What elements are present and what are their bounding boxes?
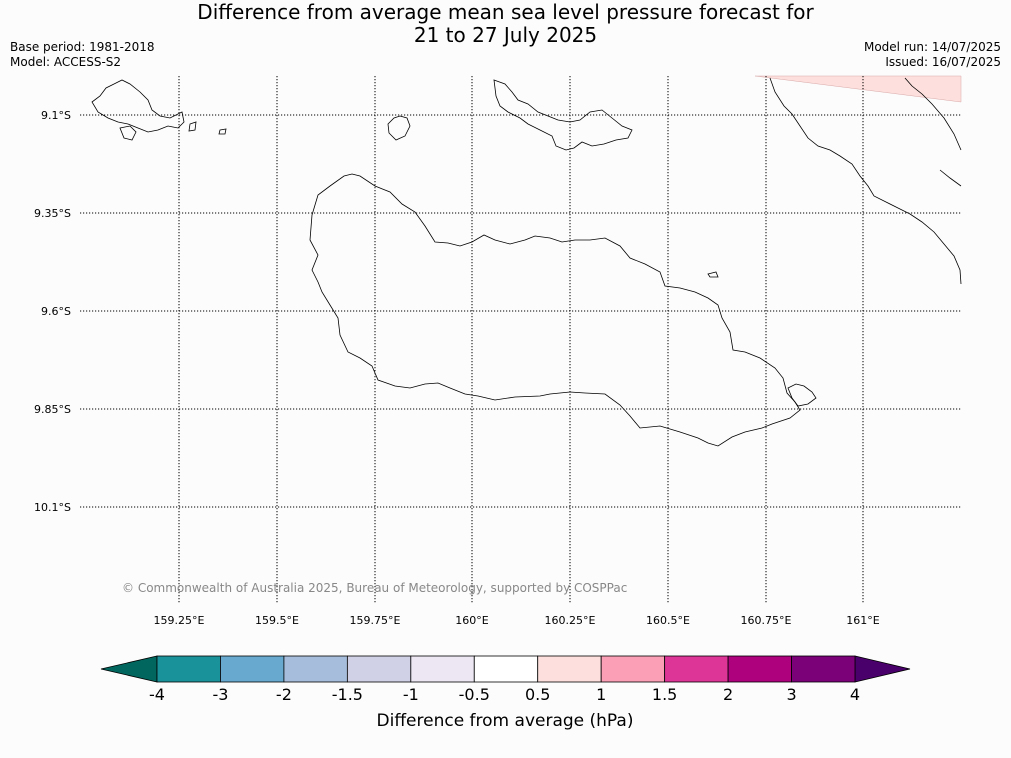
coastline-malaita-north: [904, 77, 962, 151]
lat-label: 9.35°S: [34, 207, 71, 220]
issued-date: Issued: 16/07/2025: [885, 55, 1001, 69]
lat-label: 10.1°S: [34, 501, 71, 514]
lon-label: 160°E: [455, 614, 488, 627]
graticule: [80, 76, 961, 604]
colorbar-label: Difference from average (hPa): [377, 711, 634, 731]
model-run: Model run: 14/07/2025: [863, 40, 1001, 54]
coastline-russell-islet: [119, 125, 137, 141]
lon-label: 159.25°E: [154, 614, 205, 627]
lon-label: 161°E: [846, 614, 879, 627]
colorbar-segment: [727, 655, 792, 683]
colorbar-tick: -0.5: [459, 685, 490, 704]
longitude-labels: 159.25°E 159.5°E 159.75°E 160°E 160.25°E…: [154, 614, 880, 627]
coastline-small-islet-2: [218, 128, 227, 135]
colorbar-under-arrow: [100, 655, 158, 683]
colorbar-tick: 2: [723, 685, 733, 704]
lon-label: 160.75°E: [741, 614, 792, 627]
colorbar-over-arrow: [854, 655, 911, 683]
colorbar-segment: [156, 655, 221, 683]
lat-label: 9.6°S: [41, 305, 71, 318]
lon-label: 160.25°E: [545, 614, 596, 627]
lon-label: 159.5°E: [255, 614, 299, 627]
colorbar-tick: 3: [786, 685, 796, 704]
coastline-florida-islands: [493, 79, 633, 151]
colorbar-segment: [664, 655, 729, 683]
colorbar-tick: -3: [212, 685, 228, 704]
coastlines: [91, 77, 962, 447]
meta-right: Model run: 14/07/2025 Issued: 16/07/2025: [864, 40, 1001, 70]
colorbar-tick: -1.5: [332, 685, 363, 704]
meta-left: Base period: 1981-2018 Model: ACCESS-S2: [10, 40, 155, 70]
colorbar-tick: 4: [850, 685, 860, 704]
colorbar-tick: -1: [403, 685, 419, 704]
colorbar-tick: 1: [596, 685, 606, 704]
coastline-malaita: [769, 77, 962, 285]
colorbar-tick: 0.5: [525, 685, 550, 704]
colorbar-segment: [600, 655, 666, 683]
coastline-malaita-east: [939, 169, 962, 187]
colorbar-segment: [410, 655, 475, 683]
colorbar-tick: -2: [276, 685, 292, 704]
chart-title-line2: 21 to 27 July 2025: [413, 23, 598, 47]
coastline-marau-islets: [787, 383, 817, 407]
base-period: Base period: 1981-2018: [10, 40, 155, 54]
colorbar-segment: [473, 655, 539, 683]
copyright-notice: © Commonwealth of Australia 2025, Bureau…: [122, 581, 627, 595]
map-area: [80, 76, 961, 604]
colorbar-segment: [346, 655, 412, 683]
coastline-guadalcanal: [309, 173, 801, 447]
coastline-small-islet-1: [188, 121, 197, 132]
colorbar-segment: [283, 655, 348, 683]
colorbar-segment: [220, 655, 285, 683]
coastline-savo: [387, 115, 411, 141]
colorbar-segment: [537, 655, 602, 683]
colorbar-tick: -4: [149, 685, 165, 704]
latitude-labels: 9.1°S 9.35°S 9.6°S 9.85°S 10.1°S: [34, 109, 71, 514]
colorbar-tick: 1.5: [652, 685, 677, 704]
lat-label: 9.85°S: [34, 403, 71, 416]
colorbar-segment: [791, 655, 856, 683]
lon-label: 160.5°E: [646, 614, 690, 627]
colorbar: [100, 655, 911, 683]
coastline-russell-islands: [91, 79, 185, 133]
chart-title-line1: Difference from average mean sea level p…: [197, 0, 814, 24]
coastline-islet-east: [707, 271, 719, 278]
lon-label: 159.75°E: [350, 614, 401, 627]
colorbar-tick-labels: -4 -3 -2 -1.5 -1 -0.5 0.5 1 1.5 2 3 4: [149, 685, 860, 704]
model-name: Model: ACCESS-S2: [10, 55, 122, 69]
lat-label: 9.1°S: [41, 109, 71, 122]
anomaly-shaded-area: [754, 75, 962, 103]
